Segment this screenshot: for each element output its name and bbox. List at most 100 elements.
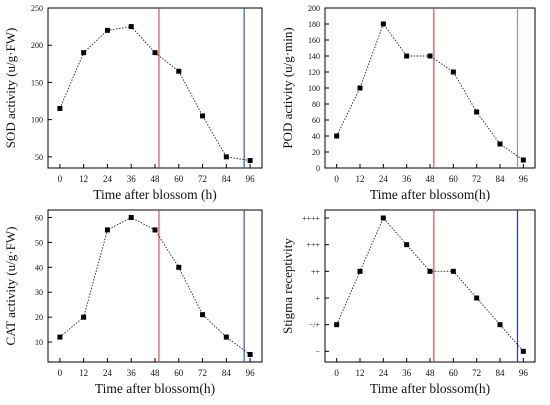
x-tick-label: 72 (472, 174, 481, 184)
x-tick-label: 0 (58, 174, 63, 184)
x-tick-label: 12 (356, 174, 365, 184)
y-tick-label: 200 (31, 41, 43, 50)
x-tick-label: 96 (519, 368, 529, 378)
y-tick-label: 100 (308, 84, 320, 93)
y-tick-label: − (315, 347, 320, 356)
data-point (334, 133, 340, 139)
y-tick-label: 160 (308, 36, 320, 45)
x-tick-label: 84 (496, 368, 506, 378)
y-tick-label: ++++ (302, 214, 321, 223)
x-axis-title: Time after blossom(h) (370, 187, 490, 202)
y-tick-label: 50 (35, 153, 43, 162)
x-tick-label: 12 (356, 368, 365, 378)
y-tick-label: 60 (35, 213, 43, 222)
x-tick-label: 60 (174, 368, 184, 378)
x-tick-label: 72 (198, 368, 207, 378)
x-tick-label: 24 (103, 368, 113, 378)
y-axis-title: CAT activity (u/g·FW) (3, 227, 18, 346)
y-tick-label: ++ (311, 267, 321, 276)
x-tick-label: 24 (379, 368, 389, 378)
data-point (334, 322, 340, 328)
series-line (59, 26, 251, 162)
x-tick-label: 48 (151, 174, 161, 184)
data-point (520, 157, 526, 163)
y-tick-label: 20 (312, 148, 320, 157)
data-point (200, 312, 206, 318)
data-point (81, 50, 87, 56)
x-tick-label: 36 (402, 174, 412, 184)
x-tick-label: 48 (426, 174, 436, 184)
chart-panel-bottom-right: 0 12 24 36 48 60 72 84 96−−/+++++++++++Time afte… (280, 209, 536, 396)
y-tick-label: +++ (306, 241, 320, 250)
x-tick-label: 48 (426, 368, 436, 378)
data-point (128, 214, 134, 220)
y-tick-label: 10 (35, 338, 43, 347)
data-point (497, 322, 503, 328)
series-line (336, 23, 524, 161)
x-axis-title: Time after blossom (h) (93, 187, 217, 202)
data-point (474, 109, 480, 115)
data-point (357, 85, 363, 91)
data-point (152, 50, 158, 56)
y-tick-label: 100 (31, 116, 43, 125)
data-point (247, 158, 253, 164)
chart-panel-bottom-left: 0 12 24 36 48 60 72 84 96 10 20 30 40 50 60 Time after … (3, 209, 263, 396)
data-point (450, 268, 456, 274)
data-point (380, 21, 386, 27)
data-point (104, 227, 110, 233)
data-point (427, 268, 433, 274)
y-tick-label: 0 (316, 164, 320, 173)
y-tick-label: 50 (35, 238, 43, 247)
data-point (223, 334, 229, 340)
plot-frame (324, 7, 536, 169)
y-tick-label: 40 (312, 132, 320, 141)
x-tick-label: 12 (79, 368, 88, 378)
data-point (176, 68, 182, 74)
x-tick-label: 24 (103, 174, 113, 184)
x-tick-label: 24 (379, 174, 389, 184)
data-point (223, 154, 229, 160)
x-tick-label: 84 (496, 174, 506, 184)
data-point (247, 352, 253, 358)
x-tick-label: 84 (222, 174, 232, 184)
x-tick-label: 72 (472, 368, 481, 378)
data-point (404, 242, 410, 248)
data-point (57, 105, 63, 111)
chart-panel-top-right: 0 12 24 36 48 60 72 84 96 0 20 40 60 80 100 120 140 160 18… (280, 4, 536, 202)
x-tick-label: 0 (334, 368, 339, 378)
x-tick-label: 60 (449, 368, 459, 378)
x-tick-label: 36 (402, 368, 412, 378)
data-point (427, 53, 433, 59)
x-tick-label: 96 (246, 368, 256, 378)
x-axis-title: Time after blossom(h) (370, 381, 490, 396)
data-point (176, 264, 182, 270)
y-axis-title: Stigma receptivity (280, 238, 295, 334)
data-point (404, 53, 410, 59)
x-tick-label: 0 (58, 368, 63, 378)
y-tick-label: 150 (31, 78, 43, 87)
y-axis-title: POD activity (u/g·min) (280, 27, 295, 148)
x-tick-label: 72 (198, 174, 207, 184)
plot-frame (47, 7, 263, 169)
x-tick-label: 84 (222, 368, 232, 378)
data-point (200, 113, 206, 119)
y-tick-label: 120 (308, 68, 320, 77)
data-point (81, 314, 87, 320)
data-point (57, 334, 63, 340)
y-tick-label: 200 (308, 4, 320, 13)
data-point (104, 27, 110, 33)
x-tick-label: 12 (79, 174, 88, 184)
y-tick-label: 80 (312, 100, 320, 109)
y-tick-label: 20 (35, 313, 43, 322)
y-tick-label: 180 (308, 20, 320, 29)
data-point (357, 268, 363, 274)
y-tick-label: 40 (35, 263, 43, 272)
x-tick-label: 36 (127, 368, 137, 378)
y-tick-label: 140 (308, 52, 320, 61)
x-axis-title: Time after blossom(h) (95, 381, 215, 396)
data-point (450, 69, 456, 75)
y-tick-label: 30 (35, 288, 43, 297)
series-line (59, 216, 251, 355)
x-tick-label: 48 (151, 368, 161, 378)
